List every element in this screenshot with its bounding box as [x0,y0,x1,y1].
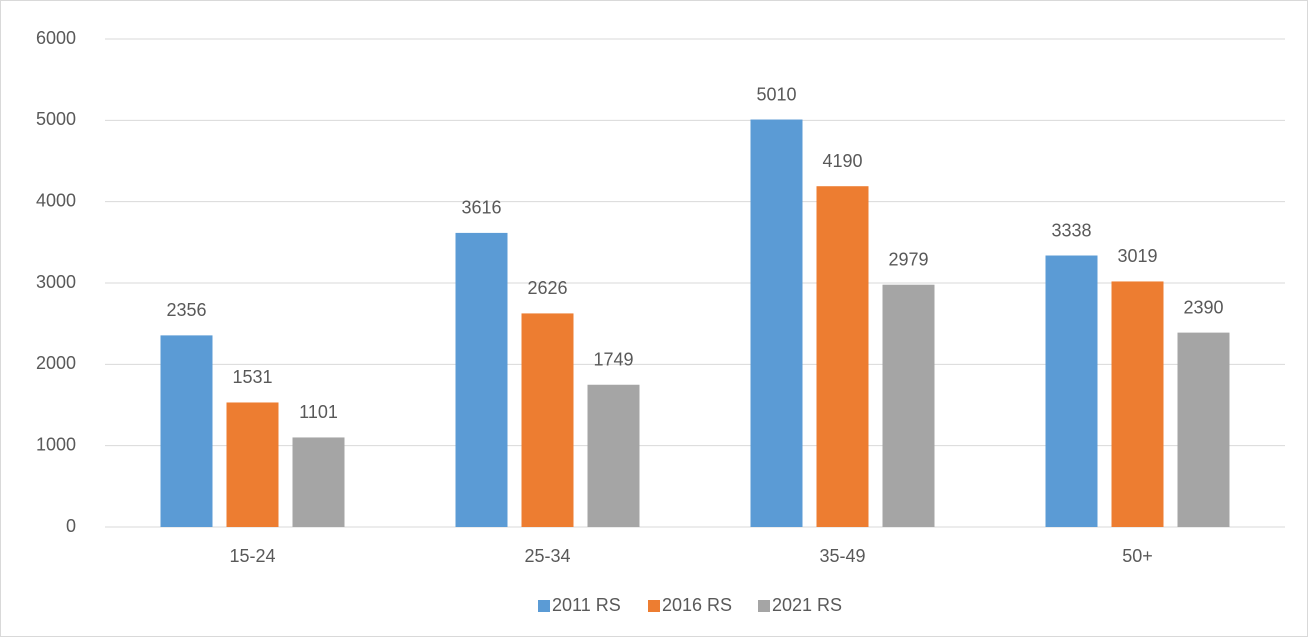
x-tick-label: 15-24 [229,546,275,566]
bar [750,119,803,528]
data-label: 3019 [1117,246,1157,266]
bar [160,335,213,527]
y-tick-label: 0 [66,516,76,536]
data-label: 4190 [822,151,862,171]
x-tick-label: 50+ [1122,546,1153,566]
bar [1045,255,1098,527]
y-tick-label: 3000 [36,272,76,292]
bar [882,284,935,527]
data-label: 1749 [593,349,633,369]
legend-swatch [758,600,770,612]
data-label: 5010 [756,84,796,104]
bar [816,186,869,528]
data-label: 3338 [1051,220,1091,240]
data-label: 2390 [1183,297,1223,317]
data-label: 3616 [461,198,501,218]
data-label: 1101 [299,402,338,422]
x-tick-label: 35-49 [819,546,865,566]
y-tick-label: 4000 [36,190,76,210]
data-label: 1531 [232,367,272,387]
bar [292,437,345,527]
legend-label: 2016 RS [662,595,732,615]
legend-swatch [648,600,660,612]
data-label: 2356 [166,300,206,320]
bar [1111,281,1164,527]
y-tick-label: 1000 [36,434,76,454]
bar [521,313,574,527]
legend-swatch [538,600,550,612]
x-tick-label: 25-34 [524,546,570,566]
y-tick-label: 6000 [36,28,76,48]
data-label: 2979 [888,249,928,269]
data-label: 2626 [527,278,567,298]
bar [1177,332,1230,527]
legend-label: 2021 RS [772,595,842,615]
legend-label: 2011 RS [552,595,621,615]
y-tick-label: 5000 [36,109,76,129]
bar [455,232,508,527]
bar [226,402,279,527]
y-tick-label: 2000 [36,353,76,373]
bar [587,384,640,527]
